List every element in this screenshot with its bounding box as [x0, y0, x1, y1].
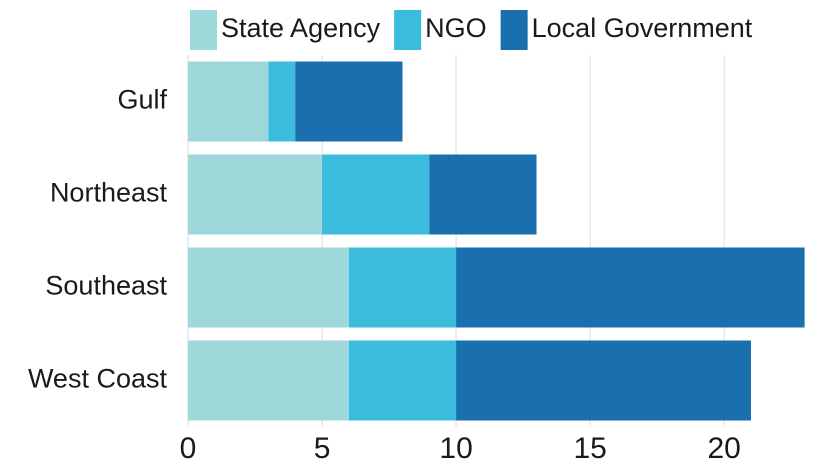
- legend-label: State Agency: [221, 13, 381, 43]
- x-tick-label: 20: [707, 432, 740, 465]
- legend-label: Local Government: [532, 13, 753, 43]
- bar-segment: [456, 247, 805, 328]
- bar-segment: [188, 247, 349, 328]
- bar-segment: [429, 154, 537, 235]
- bar-segment: [188, 61, 269, 142]
- bar-segment: [188, 340, 349, 421]
- bar-segment: [322, 154, 430, 235]
- x-tick-label: 0: [180, 432, 197, 465]
- y-tick-label: Southeast: [45, 271, 167, 301]
- bar-segment: [348, 340, 457, 421]
- legend-swatch: [394, 10, 422, 50]
- bar-segment: [456, 340, 751, 421]
- legend-swatch: [190, 10, 217, 50]
- bar-segment: [268, 61, 296, 142]
- bar-segment: [348, 247, 457, 328]
- y-tick-label: Northeast: [50, 178, 168, 208]
- y-tick-label: West Coast: [28, 364, 168, 394]
- bar-segment: [295, 61, 403, 142]
- y-tick-label: Gulf: [117, 85, 167, 115]
- bar-segment: [188, 154, 323, 235]
- legend-swatch: [500, 10, 528, 50]
- x-tick-label: 15: [573, 432, 606, 465]
- x-tick-label: 5: [314, 432, 331, 465]
- legend-label: NGO: [425, 13, 487, 43]
- x-tick-label: 10: [439, 432, 472, 465]
